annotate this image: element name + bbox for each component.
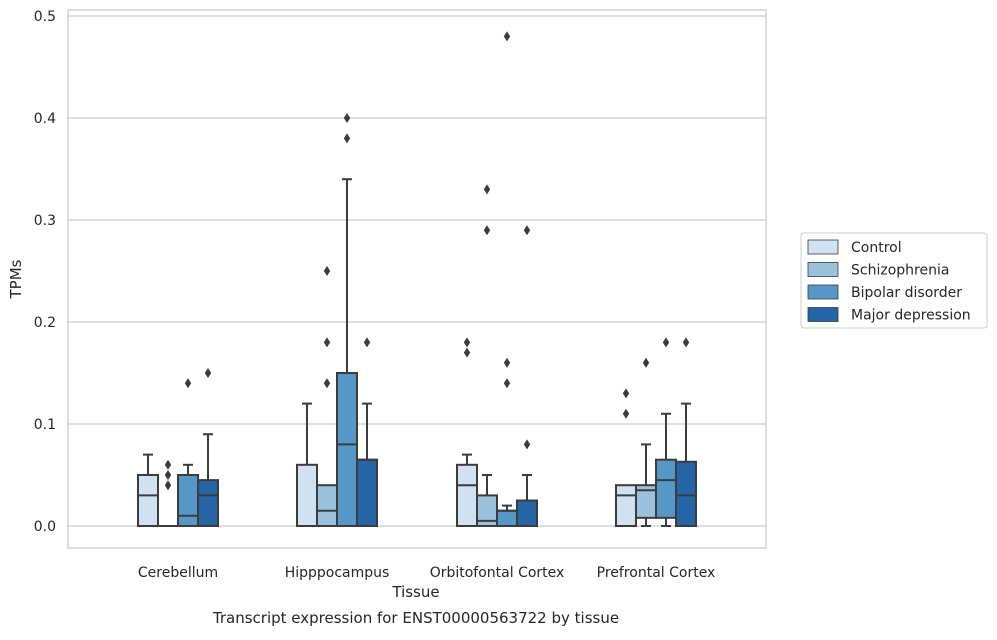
y-axis-label: TPMs: [7, 259, 25, 299]
legend-swatch: [808, 308, 838, 322]
legend-swatch: [808, 285, 838, 299]
y-tick-label: 0.5: [34, 9, 56, 25]
y-tick-label: 0.3: [34, 213, 56, 229]
legend-item: Major depression: [808, 308, 971, 324]
y-tick-labels: 0.0 0.1 0.2 0.3 0.4 0.5: [34, 9, 56, 535]
box: [676, 462, 696, 526]
legend-swatch: [808, 240, 838, 254]
legend-item: Schizophrenia: [808, 263, 949, 279]
legend-item: Bipolar disorder: [808, 285, 962, 301]
legend: Control Schizophrenia Bipolar disorder Majo…: [801, 233, 987, 328]
legend-label: Major depression: [851, 308, 971, 324]
box: [178, 475, 198, 526]
x-tick-label: Orbitofontal Cortex: [430, 565, 565, 581]
box: [457, 465, 477, 526]
x-axis-label: Tissue: [391, 583, 439, 601]
legend-item: Control: [808, 240, 902, 256]
box: [616, 485, 636, 526]
legend-label: Control: [851, 240, 902, 256]
legend-label: Schizophrenia: [851, 263, 949, 279]
box: [656, 460, 676, 518]
x-tick-label: Cerebellum: [138, 565, 218, 581]
box: [138, 475, 158, 526]
box: [337, 373, 357, 526]
box: [517, 501, 537, 527]
x-tick-labels: Cerebellum Hipppocampus Orbitofontal Corte…: [138, 565, 715, 581]
x-tick-label: Hipppocampus: [285, 565, 390, 581]
box: [297, 465, 317, 526]
box: [198, 480, 218, 526]
box: [317, 485, 337, 526]
chart-title: Transcript expression for ENST0000056372…: [212, 609, 619, 627]
y-tick-label: 0.0: [34, 519, 56, 535]
legend-swatch: [808, 263, 838, 277]
legend-label: Bipolar disorder: [851, 285, 962, 301]
y-tick-label: 0.4: [34, 111, 56, 127]
y-tick-label: 0.1: [34, 417, 56, 433]
box: [497, 511, 517, 526]
box: [357, 460, 377, 526]
x-tick-label: Prefrontal Cortex: [597, 565, 716, 581]
y-tick-label: 0.2: [34, 315, 56, 331]
